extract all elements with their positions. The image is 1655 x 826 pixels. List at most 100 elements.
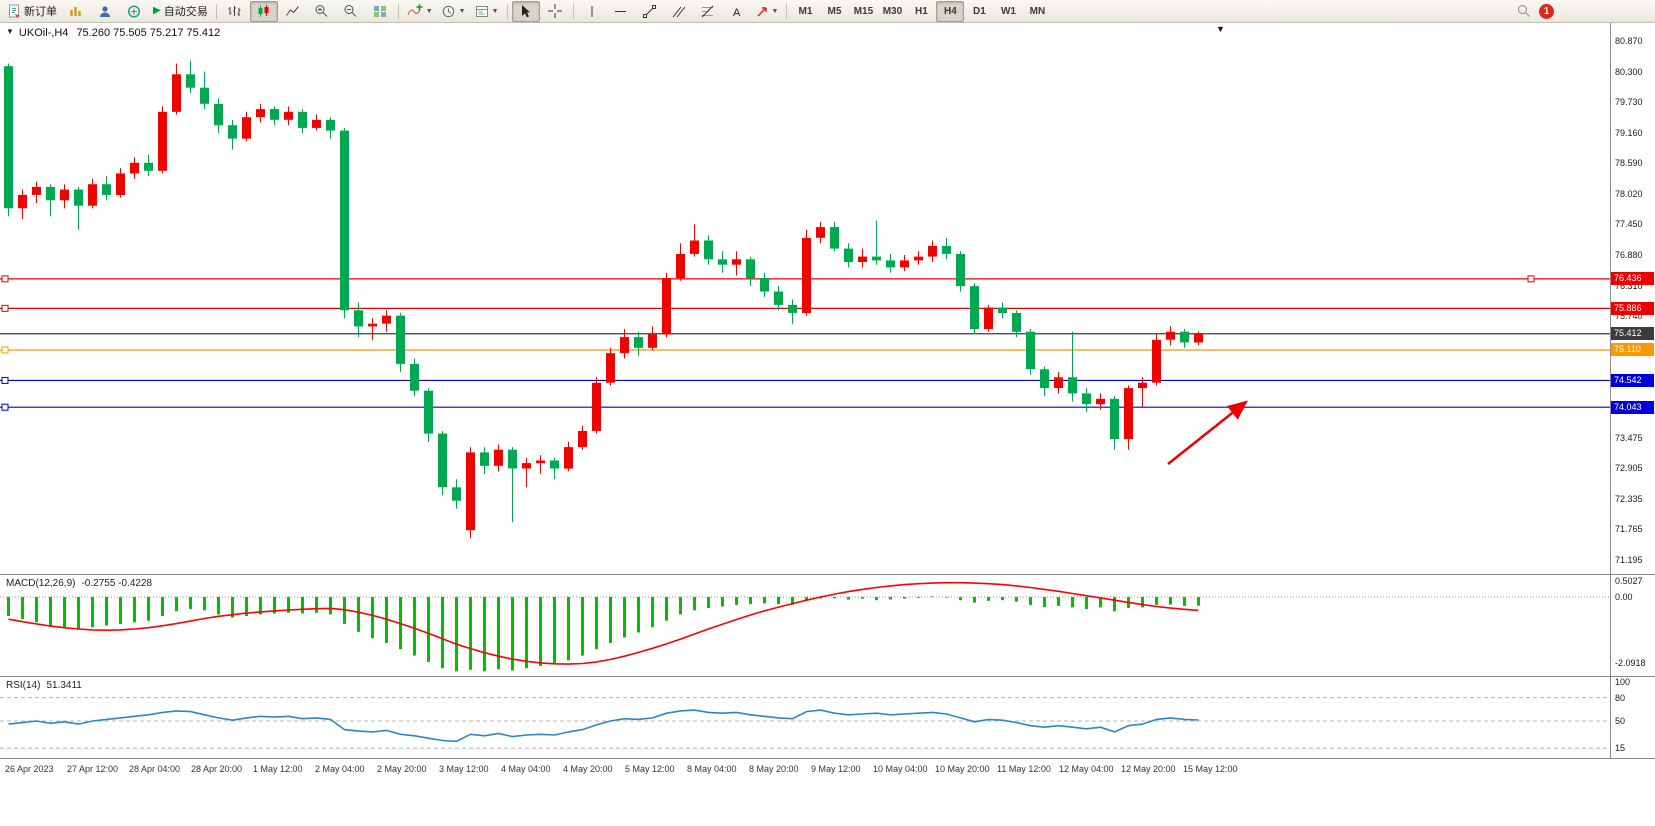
rsi-axis: 100 80 50 15 [1610, 676, 1655, 758]
macd-axis: 0.5027 0.00 -2.0918 [1610, 574, 1655, 676]
rsi-axis-label: 50 [1615, 716, 1626, 726]
line-chart-button[interactable] [279, 1, 307, 22]
timeframe-m30-button[interactable]: M30 [882, 5, 903, 17]
main-toolbar: 新订单 ▶ 自动交易 ▼ ▼ ▼ A ▼ M1 M5 M15 M30 H1 H4 D1 W1 M… [0, 0, 1655, 23]
price-badge-75.110: 75.110 [1611, 343, 1654, 357]
macd-panel[interactable]: MACD(12,26,9) -0.2755 -0.4228 [0, 574, 1610, 676]
line-handle[interactable] [1, 346, 9, 354]
auto-trading-button[interactable]: ▶ 自动交易 [149, 1, 212, 22]
new-order-button[interactable]: 新订单 [4, 1, 61, 22]
timeframe-d1-button[interactable]: D1 [973, 5, 986, 17]
trendline-icon [643, 4, 657, 18]
rsi-panel[interactable]: RSI(14) 51.3411 [0, 676, 1610, 758]
timeframe-m15-button[interactable]: M15 [853, 5, 874, 17]
new-chart-icon [70, 6, 81, 16]
time-axis-label: 9 May 12:00 [811, 764, 861, 774]
templates-icon [475, 5, 488, 17]
indicators-button[interactable]: ▼ [403, 1, 437, 22]
chart-shift-marker-icon[interactable]: ▼ [1216, 24, 1225, 34]
cursor-icon [522, 5, 531, 18]
trendline-button[interactable] [636, 1, 664, 22]
main-chart-panel[interactable]: ▼ UKOil-,H4 75.260 75.505 75.217 75.412 … [0, 23, 1610, 574]
time-axis-label: 2 May 20:00 [377, 764, 427, 774]
templates-button[interactable]: ▼ [471, 1, 503, 22]
separator [506, 3, 508, 19]
data-window-button[interactable] [120, 1, 148, 22]
equidistant-channel-icon [672, 6, 686, 17]
crosshair-icon [547, 4, 562, 18]
timeframe-m5-button[interactable]: M5 [827, 5, 842, 17]
price-axis-label: 78.020 [1615, 188, 1643, 199]
line-handle[interactable] [1, 275, 9, 283]
price-axis-label: 79.730 [1615, 97, 1643, 108]
timeframe-mn-button[interactable]: MN [1029, 5, 1046, 17]
text-label-button[interactable]: A [723, 1, 751, 22]
zoom-out-icon [344, 5, 357, 17]
separator [215, 3, 217, 19]
candlestick-series [4, 60, 1203, 539]
price-axis-label: 72.905 [1615, 463, 1643, 474]
line-handle[interactable] [1, 403, 9, 411]
new-order-label: 新订单 [24, 6, 57, 18]
timeframe-m1-button[interactable]: M1 [798, 5, 813, 17]
dropdown-caret-icon: ▼ [458, 7, 466, 15]
bar-chart-button[interactable] [221, 1, 249, 22]
profiles-button[interactable] [91, 1, 119, 22]
ohlc-values: 75.260 75.505 75.217 75.412 [76, 27, 221, 39]
time-axis[interactable]: 26 Apr 2023 27 Apr 12:00 28 Apr 04:00 28 Ap… [0, 758, 1655, 826]
time-axis-label: 8 May 04:00 [687, 764, 737, 774]
line-handle[interactable] [1, 376, 9, 384]
auto-trading-label: 自动交易 [163, 6, 208, 18]
zoom-in-button[interactable] [308, 1, 336, 22]
crosshair-button[interactable] [541, 1, 569, 22]
time-axis-label: 3 May 12:00 [439, 764, 489, 774]
vertical-line-button[interactable] [578, 1, 606, 22]
price-axis-label: 78.590 [1615, 158, 1643, 169]
macd-label: MACD(12,26,9) [6, 578, 76, 589]
cursor-button[interactable] [511, 0, 540, 22]
time-axis-label: 12 May 20:00 [1121, 764, 1176, 774]
horizontal-line-button[interactable] [607, 1, 635, 22]
macd-histogram [7, 596, 1200, 672]
timeframe-w1-button[interactable]: W1 [1000, 5, 1016, 17]
fibonacci-button[interactable] [694, 1, 722, 22]
price-badge-75.886: 75.886 [1611, 301, 1654, 315]
macd-axis-label: 0.5027 [1615, 576, 1643, 587]
time-axis-label: 26 Apr 2023 [5, 764, 54, 774]
macd-canvas [0, 581, 1610, 672]
periods-icon [442, 5, 454, 17]
chart-title: ▼ UKOil-,H4 75.260 75.505 75.217 75.412 [6, 27, 220, 39]
new-chart-button[interactable] [62, 1, 90, 22]
separator [786, 3, 788, 19]
price-axis[interactable]: 80.870 80.300 79.730 79.160 78.590 78.020 77.4… [1610, 23, 1655, 574]
arrows-icon [757, 6, 767, 16]
candlestick-chart-button[interactable] [249, 0, 278, 22]
chart-dropdown-icon[interactable]: ▼ [6, 27, 14, 36]
zoom-in-icon [315, 5, 328, 17]
price-axis-label: 71.765 [1615, 524, 1643, 535]
line-handle[interactable] [1527, 275, 1535, 283]
price-badge-76.436: 76.436 [1611, 272, 1654, 286]
line-handle[interactable] [1, 304, 9, 312]
macd-values: -0.2755 -0.4228 [81, 578, 153, 589]
notification-badge[interactable]: 1 [1539, 3, 1554, 19]
candlestick-chart-icon [258, 5, 269, 17]
equidistant-channel-button[interactable] [665, 1, 693, 22]
arrows-button[interactable]: ▼ [752, 1, 783, 22]
tile-windows-button[interactable] [366, 1, 394, 22]
time-axis-label: 11 May 12:00 [997, 764, 1051, 774]
annotation-arrow[interactable] [1167, 400, 1248, 465]
zoom-out-button[interactable] [337, 1, 365, 22]
timeframe-h1-button[interactable]: H1 [915, 5, 928, 17]
periods-button[interactable]: ▼ [438, 1, 470, 22]
search-button[interactable] [1510, 1, 1538, 22]
time-axis-label: 10 May 20:00 [935, 764, 990, 774]
rsi-label: RSI(14) [6, 680, 41, 691]
time-axis-label: 5 May 12:00 [625, 764, 675, 774]
timeframe-buttons: M1 M5 M15 M30 H1 H4 D1 W1 MN [791, 0, 1051, 22]
time-axis-label: 4 May 04:00 [501, 764, 551, 774]
macd-header: MACD(12,26,9) -0.2755 -0.4228 [6, 578, 152, 589]
timeframe-h4-button[interactable]: H4 [936, 0, 965, 22]
price-axis-label: 72.335 [1615, 493, 1643, 504]
